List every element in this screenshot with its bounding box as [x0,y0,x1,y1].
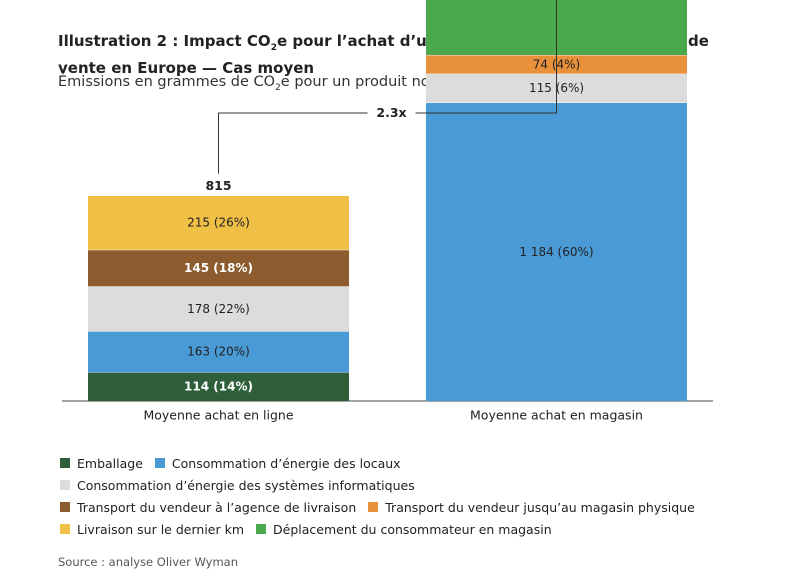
data-label-transport_agence-0: 145 (18%) [184,261,253,275]
category-label-1: Moyenne achat en magasin [470,408,643,423]
data-label-energie_si-0: 178 (22%) [187,302,250,316]
bar-segment-livraison-0 [88,195,349,250]
legend-swatch-transport_magasin [368,502,379,512]
category-label-0: Moyenne achat en ligne [143,408,293,423]
legend-swatch-transport_agence [60,502,70,512]
total-label-0: 815 [205,178,231,193]
data-label-energie_locaux-0: 163 (20%) [187,345,250,359]
legend-label-emballage: Emballage [77,455,143,471]
source-note: Source : analyse Oliver Wyman [58,555,239,569]
legend-row: Transport du vendeur à l’agence de livra… [60,496,760,518]
bar-segment-energie_si-0 [88,286,349,332]
legend-label-livraison: Livraison sur le dernier km [77,521,245,537]
legend-item-transport_agence: Transport du vendeur à l’agence de livra… [60,500,356,515]
legend-swatch-energie_si [60,480,70,490]
legend-label-energie_si: Consommation d’énergie des systèmes info… [77,477,415,493]
legend-label-transport_magasin: Transport du vendeur jusqu’au magasin ph… [385,499,695,515]
legend-row: Livraison sur le dernier km Déplacement d… [60,518,760,540]
bar-segment-energie_locaux-0 [88,331,349,373]
legend-swatch-livraison [60,524,70,534]
data-label-energie_locaux-1: 1 184 (60%) [519,245,593,259]
legend-swatch-deplacement [256,524,267,534]
legend-swatch-emballage [60,458,70,468]
legend-row: Emballage Consommation d’énergie des loca… [60,452,760,474]
legend-item-transport_magasin: Transport du vendeur jusqu’au magasin ph… [368,500,695,515]
legend-row: Consommation d’énergie des systèmes info… [60,474,760,496]
legend-item-deplacement: Déplacement du consommateur en magasin [256,522,552,537]
data-label-emballage-0: 114 (14%) [184,380,253,394]
legend-item-livraison: Livraison sur le dernier km [60,522,244,537]
legend-label-energie_locaux: Consommation d’énergie des locaux [171,455,401,471]
bar-segment-emballage-0 [88,372,349,401]
comparison-label: 2.3x [376,105,406,120]
chart-legend: Emballage Consommation d’énergie des loca… [60,452,760,540]
stacked-bar-chart: 114 (14%) 163 (20%) 178 (22%) 145 (18%) 215 … [62,0,713,423]
legend-label-deplacement: Déplacement du consommateur en magasin [273,521,552,537]
data-label-livraison-0: 215 (26%) [187,216,250,230]
legend-item-energie_si: Consommation d’énergie des systèmes info… [60,478,415,493]
comparison-label-bg [367,103,416,123]
legend-label-transport_agence: Transport du vendeur à l’agence de livra… [77,499,357,515]
legend-swatch-energie_locaux [154,458,165,468]
legend-item-emballage: Emballage [60,456,143,471]
bar-segment-transport_agence-0 [88,249,349,287]
legend-item-energie_locaux: Consommation d’énergie des locaux [154,455,401,471]
bar-segment-energie_locaux-1 [426,102,687,401]
